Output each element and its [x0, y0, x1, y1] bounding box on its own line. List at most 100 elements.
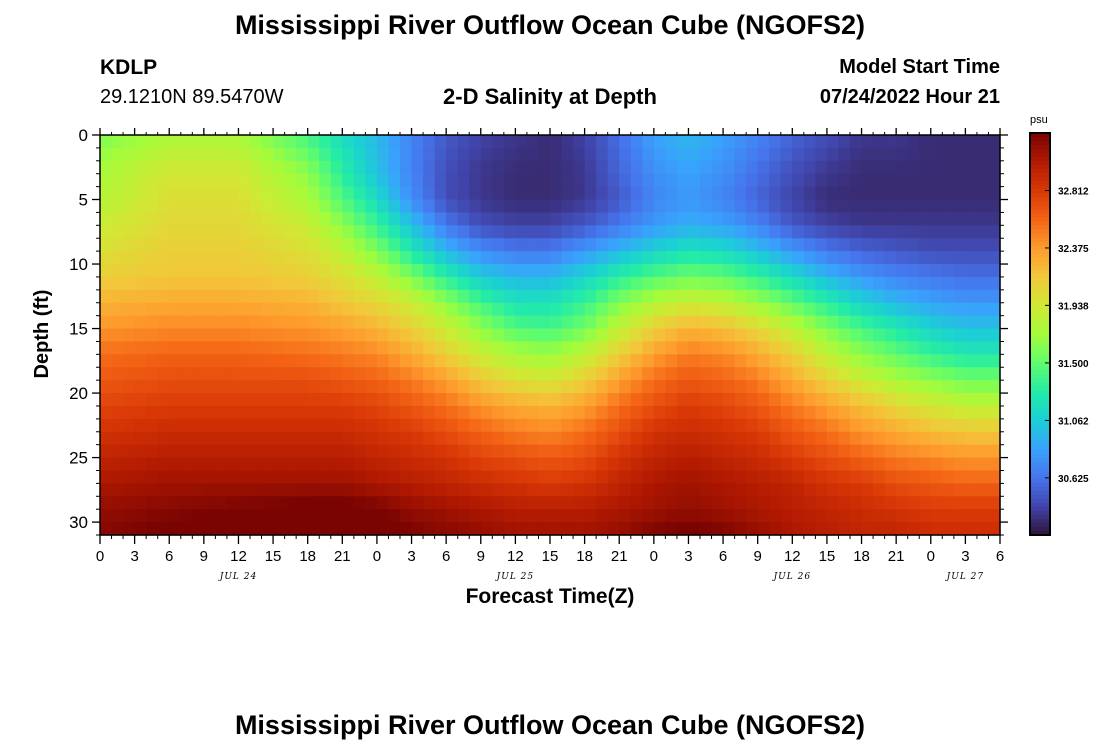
colorbar-segment [1030, 422, 1050, 428]
heatmap-cell [976, 315, 990, 330]
heatmap-cell [400, 405, 413, 420]
heatmap-cell [826, 147, 840, 162]
heatmap-cell [815, 483, 828, 497]
heatmap-cell [411, 393, 424, 407]
heatmap-cell [953, 173, 966, 188]
heatmap-cell [896, 328, 909, 343]
heatmap-cell [492, 380, 505, 394]
heatmap-cell [815, 276, 828, 291]
heatmap-cell [307, 135, 320, 149]
heatmap-cell [515, 444, 528, 459]
heatmap-cell [711, 341, 724, 355]
heatmap-cell [688, 264, 701, 278]
heatmap-cell [584, 186, 597, 201]
heatmap-cell [561, 251, 574, 265]
heatmap-cell [861, 380, 874, 394]
heatmap-cell [157, 431, 170, 446]
heatmap-cell [861, 135, 874, 149]
heatmap-cell [861, 315, 874, 330]
heatmap-cell [642, 509, 655, 523]
heatmap-cell [238, 147, 251, 162]
heatmap-cell [492, 212, 505, 226]
heatmap-cell [538, 509, 551, 523]
heatmap-cell [423, 135, 436, 149]
heatmap-cell [792, 418, 805, 433]
heatmap-cell [365, 186, 378, 201]
heatmap-cell [838, 160, 851, 175]
heatmap-cell [838, 238, 851, 252]
heatmap-cell [676, 509, 690, 523]
heatmap-cell [838, 251, 851, 265]
colorbar-segment [1030, 273, 1050, 279]
heatmap-cell [711, 405, 724, 420]
heatmap-cell [411, 302, 424, 317]
heatmap-cell [503, 225, 516, 239]
heatmap-cell [596, 328, 609, 343]
heatmap-cell [607, 444, 620, 459]
heatmap-cell [284, 186, 297, 201]
heatmap-cell [538, 522, 551, 536]
heatmap-cell [757, 212, 770, 226]
plot-axes: 0 3 6 9 12 15 18 21 0 3 6 9 12 15 18 21 0 3 6 9 12 15 18 21 0 3 6J… [69, 126, 1008, 582]
heatmap-cell [192, 251, 205, 265]
x-tick-label: 21 [888, 548, 905, 565]
heatmap-cell [192, 199, 205, 214]
heatmap-cell [111, 418, 124, 433]
heatmap-cell [273, 367, 286, 381]
heatmap-cell [503, 199, 516, 214]
heatmap-cell [838, 444, 851, 459]
colorbar-segment [1030, 261, 1050, 267]
heatmap-cell [757, 470, 770, 484]
heatmap-cell [584, 509, 597, 523]
heatmap-cell [388, 186, 401, 201]
x-tick-label: 6 [996, 548, 1004, 565]
heatmap-cell [953, 147, 966, 162]
heatmap-cell [203, 225, 216, 239]
heatmap-cell [446, 212, 459, 226]
heatmap-cell [492, 238, 505, 252]
heatmap-cell [169, 496, 182, 510]
heatmap-cell [169, 264, 182, 278]
heatmap-cell [157, 496, 170, 510]
heatmap-cell [134, 173, 147, 188]
heatmap-cell [584, 173, 597, 188]
heatmap-cell [238, 212, 251, 226]
heatmap-cell [965, 186, 978, 201]
heatmap-cell [584, 289, 597, 304]
heatmap-cell [561, 147, 574, 162]
colorbar-segment [1030, 390, 1050, 395]
x-tick-label: 12 [230, 548, 247, 565]
heatmap-cell [330, 238, 343, 252]
heatmap-cell [284, 393, 297, 407]
colorbar-segment [1030, 358, 1050, 363]
colorbar-segment [1030, 277, 1050, 283]
heatmap-cell [850, 173, 863, 188]
heatmap-cell [711, 457, 724, 472]
heatmap-cell [907, 367, 920, 381]
heatmap-cell [492, 341, 505, 355]
heatmap-cell [319, 225, 332, 239]
heatmap-cell [446, 173, 459, 188]
heatmap-cell [573, 483, 586, 497]
heatmap-cell [965, 302, 978, 317]
heatmap-cell [434, 264, 447, 278]
heatmap-cell [734, 341, 747, 355]
heatmap-cell [700, 418, 713, 433]
heatmap-cell [988, 405, 1001, 420]
heatmap-cell [203, 496, 216, 510]
heatmap-cell [561, 405, 574, 420]
heatmap-cell [988, 199, 1001, 214]
heatmap-cell [757, 173, 770, 188]
heatmap-cell [976, 418, 990, 433]
heatmap-cell [965, 289, 978, 304]
heatmap-cell [226, 276, 240, 291]
colorbar-segment [1030, 133, 1050, 138]
heatmap-cell [319, 276, 332, 291]
heatmap-cell [676, 135, 690, 149]
heatmap-cell [515, 147, 528, 162]
heatmap-cell [746, 509, 759, 523]
heatmap-cell [561, 212, 574, 226]
colorbar-segment [1030, 398, 1050, 403]
heatmap-cell [226, 354, 240, 368]
heatmap-cell [169, 457, 182, 472]
